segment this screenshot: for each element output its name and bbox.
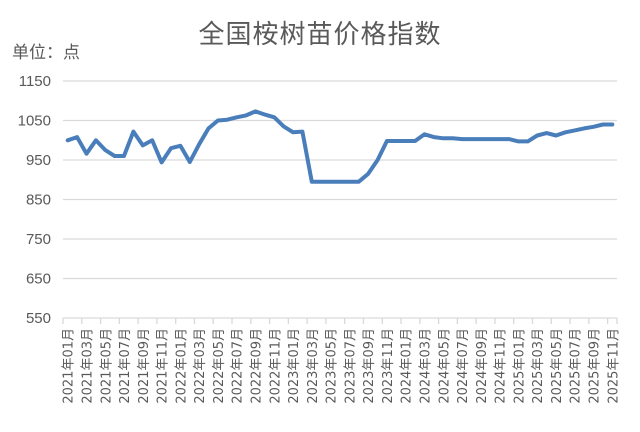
x-tick-label: 2022年03月 bbox=[193, 328, 208, 404]
chart-title: 全国桉树苗价格指数 bbox=[198, 20, 442, 50]
x-tick-label: 2022年09月 bbox=[249, 328, 264, 404]
y-tick-label: 1150 bbox=[19, 73, 51, 90]
x-tick-label: 2022年07月 bbox=[231, 328, 246, 404]
x-tick-label: 2023年03月 bbox=[306, 328, 321, 404]
y-tick-label: 950 bbox=[26, 152, 51, 169]
x-tick-label: 2025年09月 bbox=[588, 328, 603, 404]
x-tick-label: 2025年07月 bbox=[569, 328, 584, 404]
x-tick-label: 2023年09月 bbox=[362, 328, 377, 404]
x-tick-label: 2022年05月 bbox=[212, 328, 227, 404]
x-tick-label: 2021年01月 bbox=[62, 328, 77, 404]
x-tick-label: 2022年01月 bbox=[174, 328, 189, 404]
x-tick-label: 2023年01月 bbox=[287, 328, 302, 404]
unit-label: 单位：点 bbox=[12, 43, 80, 63]
x-tick-label: 2025年05月 bbox=[550, 328, 565, 404]
x-tick-label: 2024年03月 bbox=[419, 328, 434, 404]
x-tick-label: 2024年11月 bbox=[494, 328, 509, 404]
series-line bbox=[65, 109, 615, 184]
x-tick-label: 2022年11月 bbox=[268, 328, 283, 404]
x-tick-label: 2023年05月 bbox=[325, 328, 340, 404]
x-tick-label: 2021年03月 bbox=[80, 328, 95, 404]
x-tick-label: 2021年09月 bbox=[137, 328, 152, 404]
x-tick-label: 2024年05月 bbox=[437, 328, 452, 404]
y-tick-label: 750 bbox=[26, 231, 51, 248]
gridlines bbox=[63, 80, 617, 280]
x-tick-label: 2023年11月 bbox=[381, 328, 396, 404]
x-tick-label: 2024年01月 bbox=[400, 328, 415, 404]
x-tick-label: 2025年01月 bbox=[512, 328, 527, 404]
x-tick-label: 2023年07月 bbox=[343, 328, 358, 404]
x-tick-label: 2024年07月 bbox=[456, 328, 471, 404]
x-axis: 2021年01月 2021年03月 2021年05月 2021年07月 2021年09月… bbox=[62, 317, 621, 404]
x-tick-label: 2025年11月 bbox=[606, 328, 621, 404]
y-tick-label: 650 bbox=[26, 271, 51, 288]
x-tick-label: 2024年09月 bbox=[475, 328, 490, 404]
y-axis: 550 650 750 850 950 1050 1150 bbox=[18, 73, 51, 327]
x-tick-label: 2021年11月 bbox=[156, 328, 171, 404]
y-tick-label: 1050 bbox=[18, 113, 51, 130]
x-tick-label: 2021年07月 bbox=[118, 328, 133, 404]
y-tick-label: 550 bbox=[26, 310, 51, 327]
y-tick-label: 850 bbox=[26, 192, 51, 209]
x-tick-label: 2025年03月 bbox=[531, 328, 546, 404]
x-tick-label: 2021年05月 bbox=[99, 328, 114, 404]
